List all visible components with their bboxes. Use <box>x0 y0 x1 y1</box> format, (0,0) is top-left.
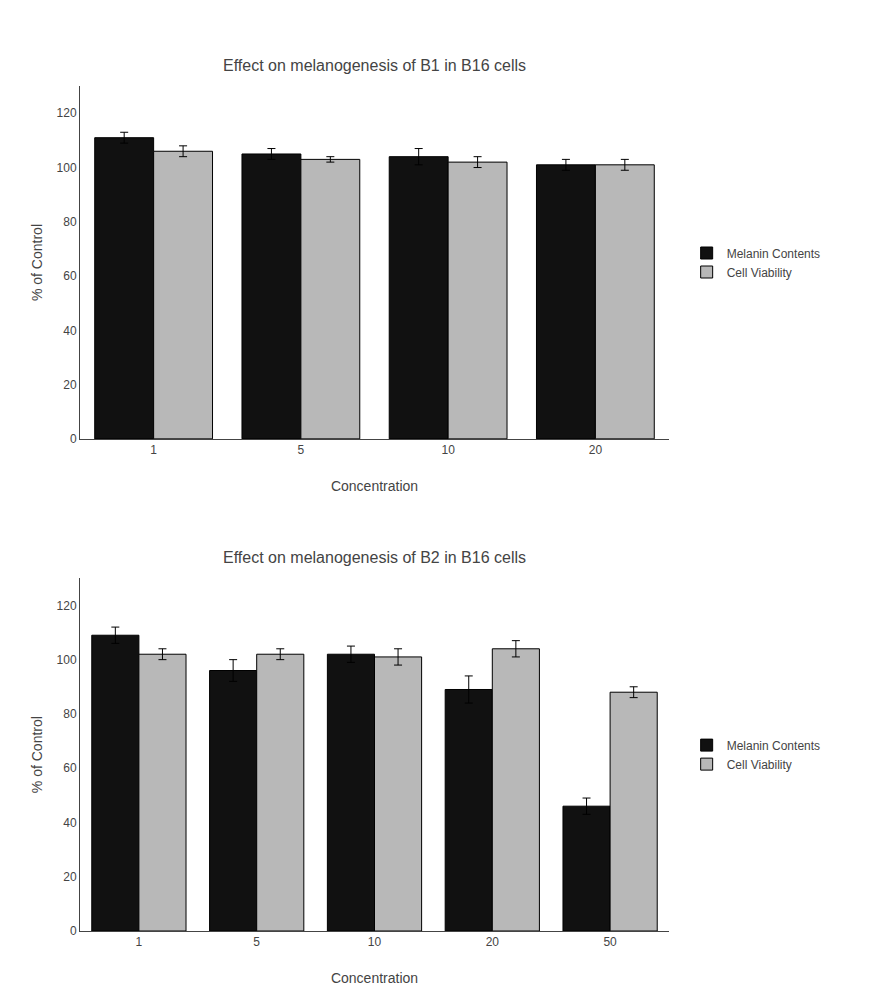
svg-text:Effect on melanogenesis of B2: Effect on melanogenesis of B2 in B16 cel… <box>223 549 526 566</box>
svg-text:60: 60 <box>63 761 77 775</box>
svg-text:1: 1 <box>136 935 143 949</box>
svg-text:5: 5 <box>298 443 305 457</box>
svg-text:0: 0 <box>70 432 77 446</box>
svg-text:100: 100 <box>57 653 77 667</box>
svg-text:80: 80 <box>63 215 77 229</box>
svg-text:60: 60 <box>63 269 77 283</box>
svg-text:0: 0 <box>70 924 77 938</box>
svg-text:Melanin Contents: Melanin Contents <box>727 739 820 753</box>
svg-text:40: 40 <box>63 324 77 338</box>
svg-text:Effect on melanogenesis of B1: Effect on melanogenesis of B1 in B16 cel… <box>223 57 526 74</box>
svg-text:Melanin Contents: Melanin Contents <box>727 247 820 261</box>
svg-text:% of Control: % of Control <box>29 224 45 301</box>
svg-text:Concentration: Concentration <box>331 478 418 494</box>
svg-text:80: 80 <box>63 707 77 721</box>
svg-text:5: 5 <box>253 935 260 949</box>
svg-text:120: 120 <box>57 599 77 613</box>
svg-text:Concentration: Concentration <box>331 970 418 986</box>
svg-text:100: 100 <box>57 161 77 175</box>
svg-text:40: 40 <box>63 816 77 830</box>
svg-text:10: 10 <box>368 935 382 949</box>
svg-text:20: 20 <box>589 443 603 457</box>
svg-text:Cell Viability: Cell Viability <box>727 758 792 772</box>
svg-text:% of Control: % of Control <box>29 716 45 793</box>
svg-text:50: 50 <box>603 935 617 949</box>
svg-text:20: 20 <box>63 870 77 884</box>
svg-text:1: 1 <box>150 443 157 457</box>
svg-text:Cell Viability: Cell Viability <box>727 266 792 280</box>
svg-text:120: 120 <box>57 106 77 120</box>
svg-text:10: 10 <box>441 443 455 457</box>
svg-text:20: 20 <box>486 935 500 949</box>
svg-text:20: 20 <box>63 378 77 392</box>
